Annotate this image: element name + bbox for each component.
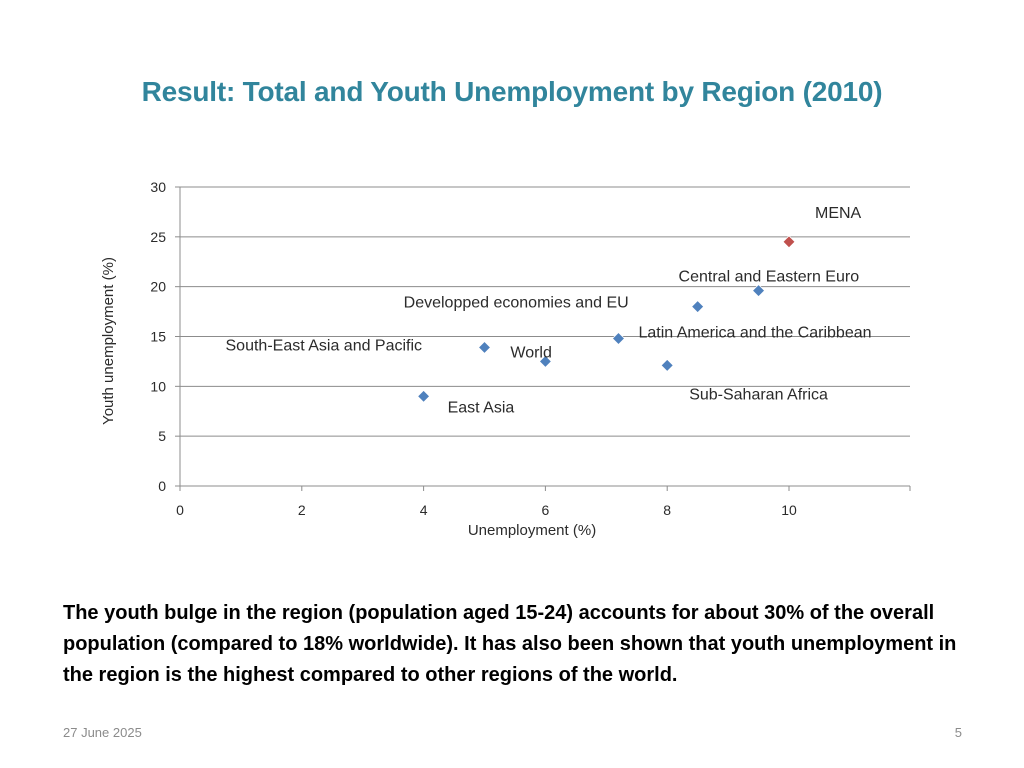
footer-date: 27 June 2025	[63, 725, 142, 740]
y-tick-label: 15	[150, 329, 166, 345]
data-point-label: South-East Asia and Pacific	[226, 337, 423, 354]
data-point-marker	[660, 358, 674, 372]
body-paragraph: The youth bulge in the region (populatio…	[63, 602, 957, 686]
y-tick-label: 10	[150, 378, 166, 394]
data-point-label: Developped economies and EU	[404, 295, 629, 312]
y-axis-label: Youth unemployment (%)	[100, 257, 117, 425]
data-point-label: Latin America and the Caribbean	[638, 324, 871, 341]
slide-title: Result: Total and Youth Unemployment by …	[141, 76, 883, 107]
data-point-marker	[417, 389, 431, 403]
data-point-marker	[782, 235, 796, 249]
y-tick-label: 30	[150, 179, 166, 195]
data-points	[417, 235, 796, 403]
data-point-label: East Asia	[448, 399, 515, 416]
data-point-marker	[538, 354, 552, 368]
y-tick-label: 20	[150, 279, 166, 295]
data-point-marker	[691, 300, 705, 314]
point-labels: MENA Central and Eastern Euro Developped e…	[226, 205, 872, 416]
data-point-marker	[751, 284, 766, 298]
page-number: 5	[954, 725, 962, 740]
x-tick-label: 6	[542, 502, 550, 518]
y-tick-label: 25	[150, 229, 166, 245]
x-tick-label: 0	[176, 502, 184, 518]
data-point-label: MENA	[815, 205, 862, 222]
x-tick-label: 4	[420, 502, 428, 518]
axes	[175, 186, 911, 491]
grid-lines	[180, 186, 910, 437]
y-tick-label: 0	[158, 478, 166, 494]
data-point-label: Central and Eastern Euro	[679, 269, 860, 286]
data-point-marker	[477, 340, 492, 355]
x-tick-label: 2	[298, 502, 306, 518]
x-tick-label: 8	[663, 502, 671, 518]
y-tick-label: 5	[158, 428, 166, 444]
data-point-marker	[611, 331, 626, 346]
data-point-label: World	[510, 344, 552, 361]
tick-labels: 0 5 10 15 20 25 30 0 2 4 6 8 10	[150, 179, 797, 518]
x-axis-label: Unemployment (%)	[468, 522, 596, 539]
data-point-label: Sub-Saharan Africa	[689, 386, 828, 403]
x-tick-label: 10	[781, 502, 797, 518]
